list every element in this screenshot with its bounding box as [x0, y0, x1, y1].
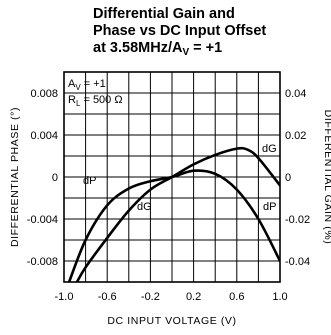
- x-tick-label: 0.6: [229, 291, 244, 303]
- x-tick-label: 1.0: [272, 291, 287, 303]
- series-label-dP-right: dP: [263, 201, 276, 213]
- rl-suffix: = 500 Ω: [80, 94, 122, 106]
- av-suffix: = +1: [81, 78, 106, 90]
- y-tick-label-left: 0: [52, 172, 58, 184]
- series-label-dG-left: dG: [137, 201, 152, 213]
- series-line-dG: [75, 146, 280, 282]
- title-line-3-prefix: at 3.58MHz/A: [93, 40, 183, 56]
- av-annotation: AV = +1: [68, 78, 106, 92]
- y-tick-label-left: 0.004: [30, 130, 58, 142]
- series-label-dG-right: dG: [262, 143, 277, 155]
- chart-title: Differential Gain and Phase vs DC Input …: [93, 6, 313, 61]
- x-tick-label: -0.2: [141, 291, 160, 303]
- series-label-dP-left: dP: [83, 175, 96, 187]
- x-tick-label: -1.0: [55, 291, 74, 303]
- av-sub: V: [75, 83, 81, 92]
- rl-sub: L: [76, 99, 81, 108]
- title-line-2: Phase vs DC Input Offset: [93, 23, 267, 39]
- title-line-3-suffix: = +1: [189, 40, 223, 56]
- title-line-3: at 3.58MHz/AV = +1: [93, 40, 313, 61]
- rl-prefix: R: [68, 94, 76, 106]
- title-line-3-sub: V: [182, 47, 190, 58]
- y-tick-label-right: -0.02: [285, 214, 310, 226]
- y-tick-label-right: 0.02: [285, 130, 306, 142]
- tick-labels: -1.0 -0.6 -0.2 0.2 0.6 1.0 -0.008 -0.004 0 0.004 0…: [27, 88, 310, 303]
- av-prefix: A: [68, 78, 76, 90]
- y-tick-label-right: -0.04: [285, 256, 310, 268]
- plot-frame: [63, 71, 281, 283]
- rl-annotation: RL = 500 Ω: [68, 94, 123, 108]
- x-tick-label: 0.2: [186, 291, 201, 303]
- y-axis-label-left: DIFFERENTIAL PHASE (°): [9, 107, 21, 247]
- series-lines: [67, 146, 280, 282]
- y-tick-label-left: 0.008: [30, 88, 58, 100]
- y-tick-label-right: 0: [285, 172, 291, 184]
- y-tick-label-right: 0.04: [285, 88, 306, 100]
- x-tick-label: -0.6: [98, 291, 117, 303]
- series-line-dP: [67, 169, 280, 282]
- y-axis-label-right: DIFFERENTIAL GAIN (%): [322, 110, 331, 245]
- title-line-1: Differential Gain and: [93, 6, 235, 22]
- x-axis-label: DC INPUT VOLTAGE (V): [107, 315, 236, 327]
- y-tick-label-left: -0.004: [27, 214, 58, 226]
- y-tick-label-left: -0.008: [27, 256, 58, 268]
